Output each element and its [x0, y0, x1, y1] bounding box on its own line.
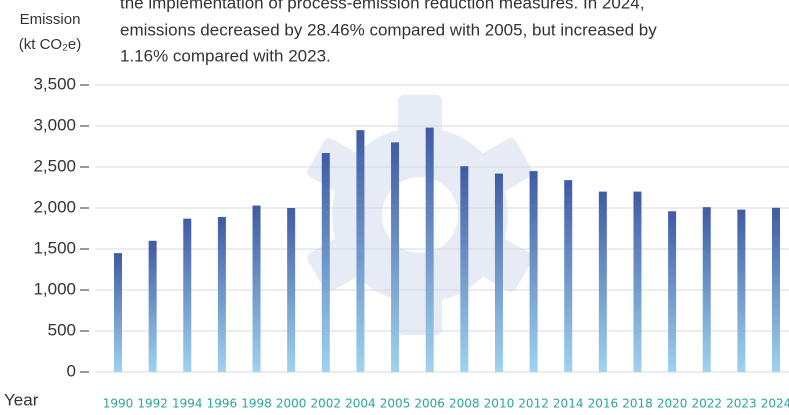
y-axis-label: Emission — [20, 11, 81, 28]
x-tick-label: 2000 — [276, 397, 307, 411]
bar — [183, 218, 192, 372]
bar — [391, 142, 400, 372]
x-tick-label: 2008 — [449, 397, 480, 411]
note-line: the implementation of process-emission r… — [120, 0, 644, 12]
bar — [287, 208, 296, 372]
y-tick-label: 3,500 — [33, 74, 76, 93]
bar — [737, 209, 746, 372]
x-tick-label: 1996 — [207, 397, 238, 411]
x-tick-label: 2005 — [380, 397, 411, 411]
bar — [564, 180, 573, 372]
bar — [460, 166, 469, 372]
bar — [148, 240, 157, 372]
y-tick-label: 2,000 — [33, 197, 76, 216]
y-tick-label: 500 — [48, 320, 76, 339]
x-tick-label: 1990 — [103, 397, 134, 411]
note-line: 1.16% compared with 2023. — [120, 46, 331, 65]
bar — [217, 217, 226, 372]
bar — [494, 173, 503, 372]
x-tick-label: 2004 — [345, 397, 376, 411]
y-tick-label: 2,500 — [33, 156, 76, 175]
bar — [702, 207, 711, 372]
y-tick-label: 3,000 — [33, 115, 76, 134]
bar — [425, 127, 434, 372]
bar — [598, 191, 607, 372]
x-tick-label: 2012 — [518, 397, 549, 411]
bar — [356, 130, 365, 372]
note-line: emissions decreased by 28.46% compared w… — [120, 20, 657, 39]
x-axis-label: Year — [4, 390, 39, 409]
x-tick-label: 2022 — [691, 397, 722, 411]
x-tick-label: 1994 — [172, 397, 203, 411]
bar — [529, 171, 538, 372]
x-tick-label: 2024 — [761, 397, 789, 411]
y-tick-label: 1,000 — [33, 279, 76, 298]
bar — [114, 253, 122, 372]
x-tick-label: 2014 — [553, 397, 584, 411]
x-tick-label: 2006 — [414, 397, 445, 411]
x-tick-label: 2023 — [726, 397, 757, 411]
y-axis-label: (kt CO₂e) — [19, 36, 82, 53]
x-tick-label: 2010 — [484, 397, 515, 411]
x-tick-label: 2020 — [657, 397, 688, 411]
bar — [633, 191, 642, 372]
x-tick-label: 2016 — [588, 397, 619, 411]
y-tick-label: 0 — [67, 361, 76, 380]
x-tick-label: 2018 — [622, 397, 653, 411]
bar — [252, 205, 261, 372]
x-tick-label: 1992 — [137, 397, 168, 411]
x-tick-label: 2002 — [311, 397, 342, 411]
bar — [321, 153, 330, 372]
bar — [668, 211, 677, 372]
x-tick-label: 1998 — [241, 397, 272, 411]
y-tick-label: 1,500 — [33, 238, 76, 257]
bar — [772, 207, 780, 372]
